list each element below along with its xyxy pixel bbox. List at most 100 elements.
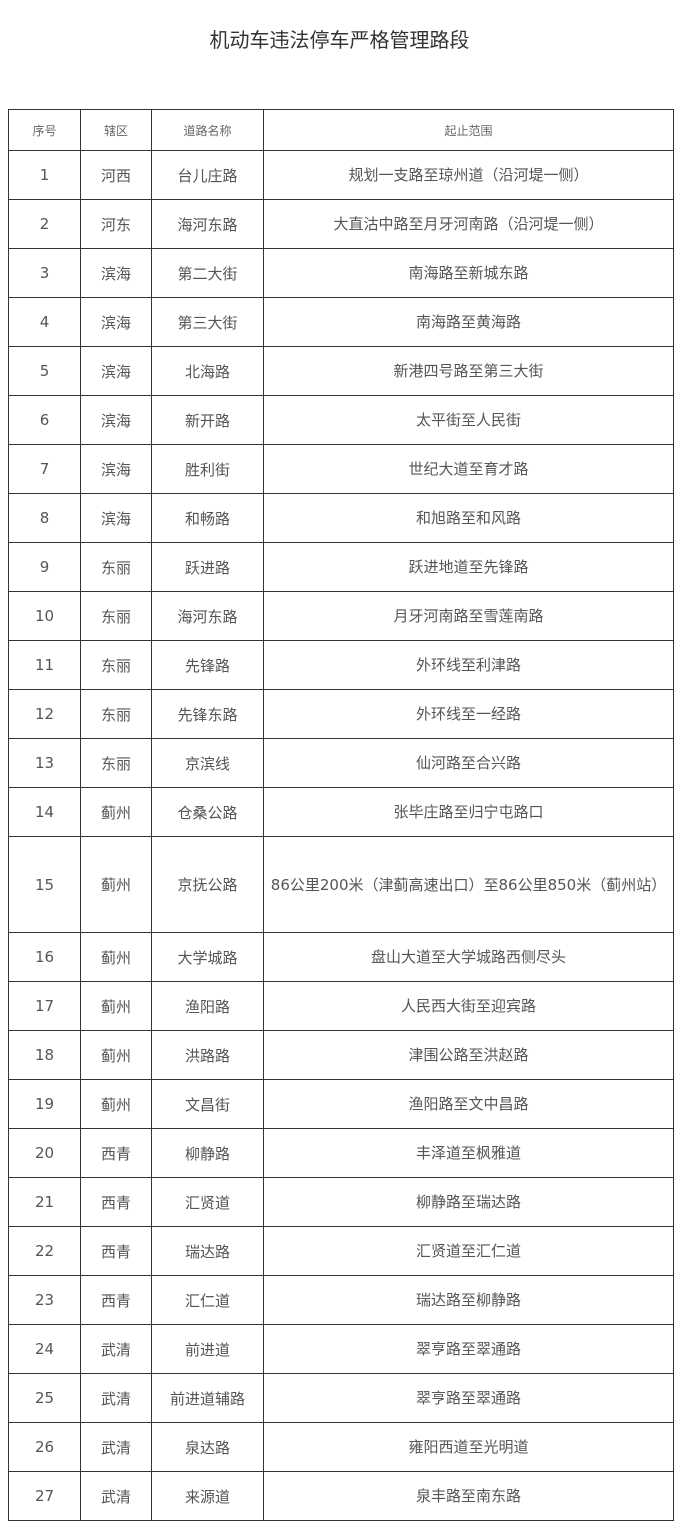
header-range: 起止范围 <box>263 109 674 151</box>
cell-index: 12 <box>8 689 81 739</box>
cell-district: 蓟州 <box>80 1030 152 1080</box>
cell-road-name: 渔阳路 <box>151 981 264 1031</box>
cell-index: 4 <box>8 297 81 347</box>
document-title: 机动车违法停车严格管理路段 <box>209 28 470 52</box>
cell-index: 16 <box>8 932 81 982</box>
cell-road-name: 北海路 <box>151 346 264 396</box>
cell-index: 26 <box>8 1422 81 1472</box>
cell-district: 滨海 <box>80 444 152 494</box>
table-row: 25 武清 前进道辅路 翠亨路至翠通路 <box>8 1373 674 1423</box>
cell-index: 15 <box>8 836 81 933</box>
cell-district: 东丽 <box>80 689 152 739</box>
cell-range: 雍阳西道至光明道 <box>263 1422 674 1472</box>
cell-range: 外环线至利津路 <box>263 640 674 690</box>
cell-index: 1 <box>8 150 81 200</box>
cell-district: 东丽 <box>80 591 152 641</box>
cell-road-name: 和畅路 <box>151 493 264 543</box>
cell-district: 滨海 <box>80 395 152 445</box>
table-row: 10 东丽 海河东路 月牙河南路至雪莲南路 <box>8 591 674 641</box>
table-row: 12 东丽 先锋东路 外环线至一经路 <box>8 689 674 739</box>
cell-road-name: 仓桑公路 <box>151 787 264 837</box>
cell-district: 东丽 <box>80 542 152 592</box>
cell-road-name: 海河东路 <box>151 199 264 249</box>
cell-road-name: 京抚公路 <box>151 836 264 933</box>
cell-index: 14 <box>8 787 81 837</box>
cell-district: 西青 <box>80 1275 152 1325</box>
header-index: 序号 <box>8 109 81 151</box>
table-row: 16 蓟州 大学城路 盘山大道至大学城路西侧尽头 <box>8 932 674 982</box>
cell-district: 西青 <box>80 1226 152 1276</box>
table-row: 5 滨海 北海路 新港四号路至第三大街 <box>8 346 674 396</box>
cell-range: 泉丰路至南东路 <box>263 1471 674 1521</box>
cell-range: 渔阳路至文中昌路 <box>263 1079 674 1129</box>
table-row: 13 东丽 京滨线 仙河路至合兴路 <box>8 738 674 788</box>
cell-road-name: 第三大街 <box>151 297 264 347</box>
table-row: 21 西青 汇贤道 柳静路至瑞达路 <box>8 1177 674 1227</box>
cell-district: 东丽 <box>80 738 152 788</box>
table-row: 22 西青 瑞达路 汇贤道至汇仁道 <box>8 1226 674 1276</box>
cell-road-name: 柳静路 <box>151 1128 264 1178</box>
header-district: 辖区 <box>80 109 152 151</box>
table-header-row: 序号 辖区 道路名称 起止范围 <box>8 109 674 151</box>
cell-index: 23 <box>8 1275 81 1325</box>
table-row: 19 蓟州 文昌街 渔阳路至文中昌路 <box>8 1079 674 1129</box>
cell-road-name: 泉达路 <box>151 1422 264 1472</box>
table-row: 3 滨海 第二大街 南海路至新城东路 <box>8 248 674 298</box>
cell-district: 蓟州 <box>80 836 152 933</box>
cell-range: 柳静路至瑞达路 <box>263 1177 674 1227</box>
cell-district: 武清 <box>80 1422 152 1472</box>
cell-district: 东丽 <box>80 640 152 690</box>
cell-range: 跃进地道至先锋路 <box>263 542 674 592</box>
cell-index: 18 <box>8 1030 81 1080</box>
cell-index: 21 <box>8 1177 81 1227</box>
cell-range: 津围公路至洪赵路 <box>263 1030 674 1080</box>
cell-index: 11 <box>8 640 81 690</box>
cell-road-name: 文昌街 <box>151 1079 264 1129</box>
cell-road-name: 新开路 <box>151 395 264 445</box>
cell-index: 27 <box>8 1471 81 1521</box>
cell-index: 9 <box>8 542 81 592</box>
cell-range: 外环线至一经路 <box>263 689 674 739</box>
cell-road-name: 汇仁道 <box>151 1275 264 1325</box>
cell-district: 武清 <box>80 1324 152 1374</box>
cell-district: 西青 <box>80 1128 152 1178</box>
cell-range: 翠亨路至翠通路 <box>263 1373 674 1423</box>
cell-road-name: 先锋路 <box>151 640 264 690</box>
cell-road-name: 海河东路 <box>151 591 264 641</box>
cell-range: 汇贤道至汇仁道 <box>263 1226 674 1276</box>
cell-district: 武清 <box>80 1471 152 1521</box>
cell-district: 蓟州 <box>80 1079 152 1129</box>
cell-district: 蓟州 <box>80 787 152 837</box>
cell-district: 滨海 <box>80 297 152 347</box>
table-row: 7 滨海 胜利街 世纪大道至育才路 <box>8 444 674 494</box>
table-row: 17 蓟州 渔阳路 人民西大街至迎宾路 <box>8 981 674 1031</box>
cell-range: 张毕庄路至归宁屯路口 <box>263 787 674 837</box>
table-row: 9 东丽 跃进路 跃进地道至先锋路 <box>8 542 674 592</box>
cell-range: 人民西大街至迎宾路 <box>263 981 674 1031</box>
table-row: 1 河西 台儿庄路 规划一支路至琼州道（沿河堤一侧） <box>8 150 674 200</box>
cell-road-name: 洪路路 <box>151 1030 264 1080</box>
cell-index: 13 <box>8 738 81 788</box>
cell-range: 太平街至人民街 <box>263 395 674 445</box>
cell-index: 3 <box>8 248 81 298</box>
cell-index: 2 <box>8 199 81 249</box>
cell-range: 瑞达路至柳静路 <box>263 1275 674 1325</box>
table-row: 2 河东 海河东路 大直沽中路至月牙河南路（沿河堤一侧） <box>8 199 674 249</box>
table-row: 15 蓟州 京抚公路 86公里200米（津蓟高速出口）至86公里850米（蓟州站） <box>8 836 674 933</box>
cell-road-name: 跃进路 <box>151 542 264 592</box>
table-row: 27 武清 来源道 泉丰路至南东路 <box>8 1471 674 1521</box>
road-sections-table: 序号 辖区 道路名称 起止范围 1 河西 台儿庄路 规划一支路至琼州道（沿河堤一侧） 2… <box>8 109 674 1521</box>
cell-range: 月牙河南路至雪莲南路 <box>263 591 674 641</box>
cell-range: 新港四号路至第三大街 <box>263 346 674 396</box>
cell-district: 河西 <box>80 150 152 200</box>
cell-index: 20 <box>8 1128 81 1178</box>
cell-district: 西青 <box>80 1177 152 1227</box>
table-row: 14 蓟州 仓桑公路 张毕庄路至归宁屯路口 <box>8 787 674 837</box>
cell-road-name: 大学城路 <box>151 932 264 982</box>
cell-road-name: 前进道辅路 <box>151 1373 264 1423</box>
table-row: 24 武清 前进道 翠亨路至翠通路 <box>8 1324 674 1374</box>
table-row: 26 武清 泉达路 雍阳西道至光明道 <box>8 1422 674 1472</box>
cell-range: 仙河路至合兴路 <box>263 738 674 788</box>
table-row: 8 滨海 和畅路 和旭路至和风路 <box>8 493 674 543</box>
cell-road-name: 胜利街 <box>151 444 264 494</box>
